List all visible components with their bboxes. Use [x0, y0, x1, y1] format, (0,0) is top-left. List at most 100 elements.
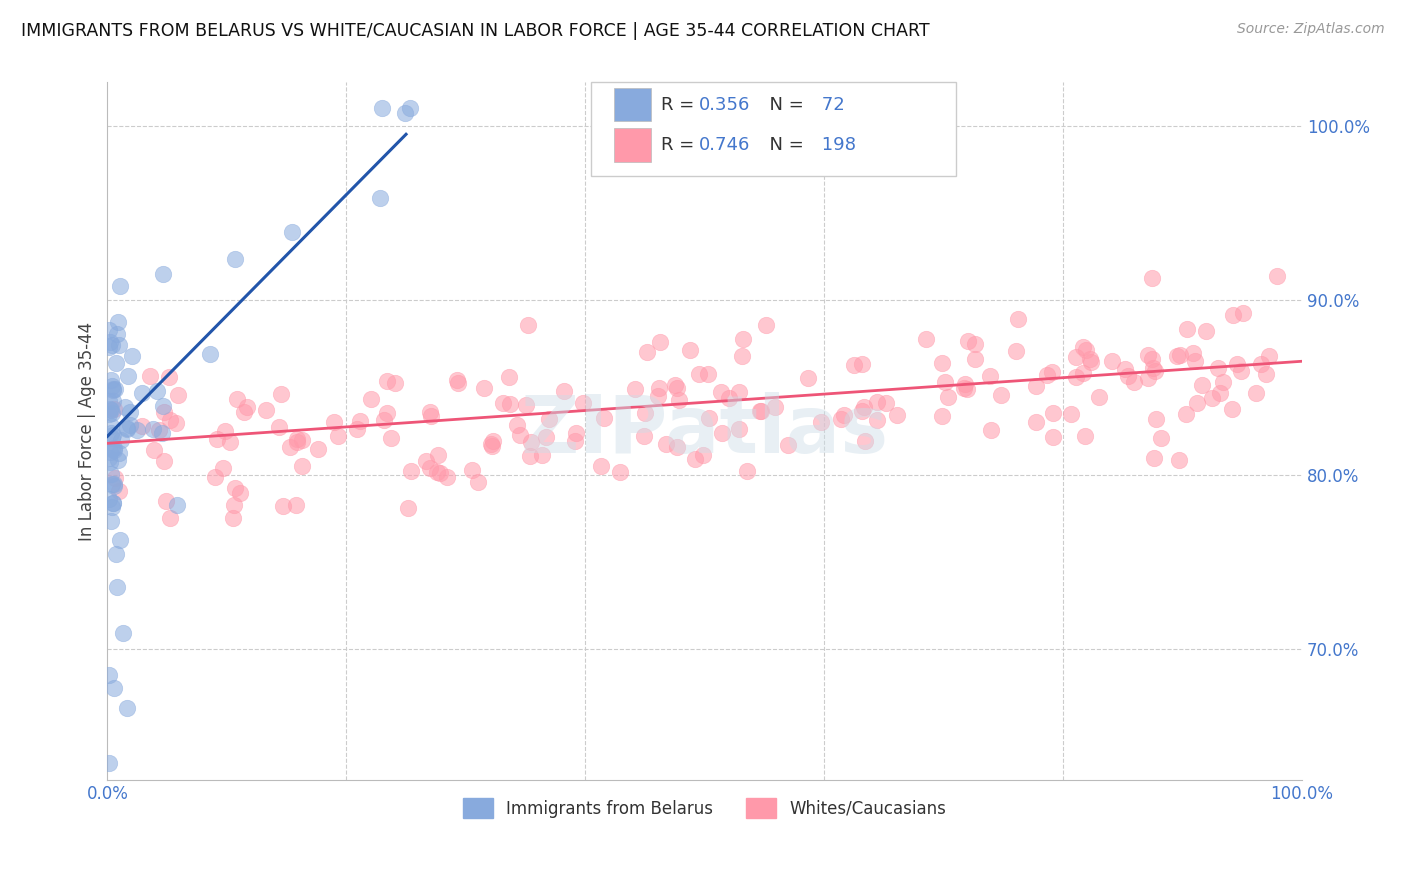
Point [564, 434, 586, 449]
Point [591, 458, 613, 473]
Point [271, 499, 294, 513]
Point [956, 334, 979, 348]
Point [655, 437, 678, 451]
Point [1042, 365, 1064, 379]
Point [360, 392, 382, 407]
Point [101, 428, 124, 442]
Point [1074, 343, 1097, 357]
Point [111, 625, 134, 640]
Point [1144, 412, 1167, 426]
Point [537, 412, 560, 426]
Point [98, 393, 121, 408]
Point [1122, 375, 1144, 389]
Point [426, 465, 449, 479]
Point [934, 375, 956, 389]
Point [515, 398, 537, 412]
Point [810, 416, 832, 430]
Point [399, 464, 422, 478]
Point [875, 395, 897, 409]
Point [429, 467, 451, 481]
Point [536, 430, 558, 444]
Point [1064, 370, 1087, 384]
Point [447, 376, 470, 390]
Point [710, 425, 733, 440]
Point [415, 453, 437, 467]
Point [419, 405, 441, 419]
Point [131, 419, 153, 434]
Point [832, 408, 855, 422]
Point [830, 411, 852, 425]
Point [1206, 361, 1229, 376]
Point [419, 461, 441, 475]
Point [634, 407, 657, 421]
Point [633, 429, 655, 443]
Point [731, 349, 754, 363]
Y-axis label: In Labor Force | Age 35-44: In Labor Force | Age 35-44 [79, 321, 96, 541]
Point [285, 432, 308, 446]
Point [398, 101, 420, 115]
Point [516, 318, 538, 333]
Point [101, 337, 124, 351]
Point [371, 101, 394, 115]
Point [636, 345, 658, 359]
Point [232, 405, 254, 419]
Point [373, 413, 395, 427]
Point [103, 401, 125, 416]
Text: 0.356: 0.356 [699, 95, 751, 114]
Point [146, 384, 169, 398]
Point [98, 323, 121, 337]
Point [101, 500, 124, 515]
Point [1088, 390, 1111, 404]
Point [1064, 351, 1087, 365]
Point [1060, 407, 1083, 421]
Point [148, 424, 170, 438]
Point [152, 267, 174, 281]
Point [1168, 348, 1191, 362]
Point [648, 381, 671, 395]
Point [118, 418, 141, 433]
Point [936, 390, 959, 404]
Point [101, 383, 124, 397]
Point [1175, 407, 1198, 421]
Point [755, 318, 778, 333]
Point [103, 479, 125, 493]
Text: ZIPatlas: ZIPatlas [520, 392, 889, 470]
Point [97, 756, 120, 770]
Point [98, 455, 121, 469]
Point [1226, 357, 1249, 371]
FancyBboxPatch shape [614, 128, 651, 161]
Point [1232, 306, 1254, 320]
Point [100, 402, 122, 417]
Point [446, 373, 468, 387]
Point [426, 448, 449, 462]
Point [101, 382, 124, 396]
Point [107, 446, 129, 460]
Point [1007, 312, 1029, 326]
Point [1187, 396, 1209, 410]
Point [1182, 346, 1205, 360]
Point [851, 404, 873, 418]
Text: R =: R = [661, 136, 700, 154]
Point [101, 406, 124, 420]
Point [97, 668, 120, 682]
Point [218, 434, 240, 449]
Point [157, 369, 180, 384]
Point [322, 416, 344, 430]
Point [593, 411, 616, 425]
Point [717, 391, 740, 405]
Point [290, 433, 312, 447]
Point [229, 486, 252, 500]
Point [1150, 431, 1173, 445]
Point [100, 418, 122, 433]
Point [420, 409, 443, 423]
Point [117, 369, 139, 384]
Point [107, 453, 129, 467]
Point [101, 431, 124, 445]
Point [697, 367, 720, 381]
Point [1166, 349, 1188, 363]
Point [1042, 406, 1064, 420]
Point [990, 387, 1012, 401]
Point [692, 448, 714, 462]
Point [1137, 348, 1160, 362]
Text: Source: ZipAtlas.com: Source: ZipAtlas.com [1237, 22, 1385, 37]
